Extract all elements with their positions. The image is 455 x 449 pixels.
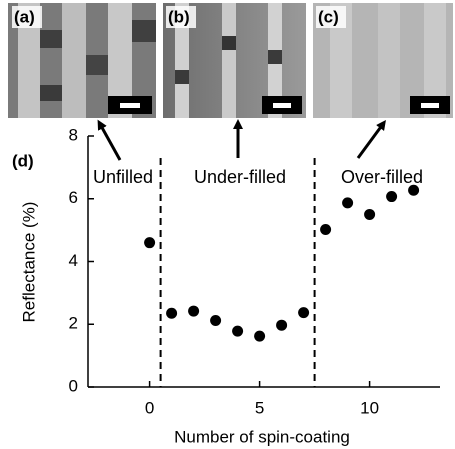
data-point [232, 325, 244, 337]
data-point [188, 305, 200, 317]
data-point [276, 319, 288, 331]
arrow [356, 119, 386, 159]
x-tick-label: 0 [145, 398, 154, 417]
data-point [320, 223, 332, 235]
x-tick-label: 5 [255, 398, 264, 417]
panel-label: (d) [12, 151, 34, 170]
region-label: Over-filled [341, 167, 423, 187]
y-axis-title: Reflectance (%) [19, 202, 38, 323]
arrow [97, 119, 122, 161]
sem-image-a [8, 3, 156, 118]
data-point [342, 197, 354, 209]
panel-label: (b) [168, 7, 190, 26]
panel-label: (a) [14, 7, 35, 26]
panel-label: (c) [318, 7, 339, 26]
data-point [210, 314, 222, 326]
y-tick-label: 2 [69, 314, 78, 333]
sem-image-b [163, 3, 306, 118]
data-point [298, 307, 310, 319]
y-tick-label: 8 [69, 125, 78, 144]
data-point [364, 208, 376, 220]
data-point [386, 191, 398, 203]
region-label: Unfilled [93, 167, 153, 187]
sem-image-c [313, 3, 453, 118]
data-point [144, 237, 156, 249]
x-axis-title: Number of spin-coating [174, 427, 350, 446]
x-tick-label: 10 [360, 398, 379, 417]
y-tick-label: 6 [69, 188, 78, 207]
region-label: Under-filled [194, 167, 286, 187]
data-point [254, 330, 266, 342]
data-point [408, 184, 420, 196]
y-tick-label: 0 [69, 376, 78, 395]
data-point [166, 307, 178, 319]
y-tick-label: 4 [69, 251, 78, 270]
